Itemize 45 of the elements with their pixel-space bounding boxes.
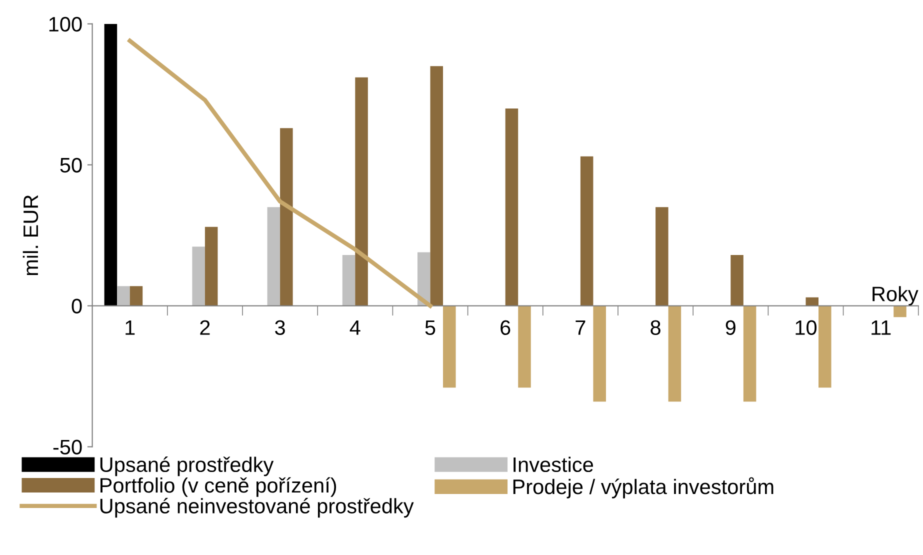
bar xyxy=(518,306,531,388)
y-tick-label: 50 xyxy=(60,158,82,173)
x-tick-label: 4 xyxy=(350,320,360,335)
x-axis-title: Roky xyxy=(872,286,918,306)
y-tick-label: 0 xyxy=(72,298,82,314)
bar xyxy=(818,306,832,388)
bar xyxy=(580,156,594,306)
bar xyxy=(743,306,756,402)
bar xyxy=(192,246,205,306)
bar xyxy=(117,286,130,306)
x-tick-label: 2 xyxy=(200,320,210,335)
bar xyxy=(806,297,819,306)
bar xyxy=(730,255,744,306)
bar xyxy=(280,128,293,306)
bar xyxy=(443,306,456,388)
bar xyxy=(656,207,668,306)
bar xyxy=(267,207,280,306)
bar xyxy=(593,306,606,402)
x-tick-label: 1 xyxy=(126,320,135,335)
x-tick-label: 10 xyxy=(796,320,817,335)
bar xyxy=(894,306,906,318)
x-tick-label: 8 xyxy=(650,320,660,335)
bar xyxy=(668,306,682,402)
x-tick-label: 7 xyxy=(576,320,586,335)
x-tick-label: 11 xyxy=(872,320,891,335)
legend-label: Investice xyxy=(514,456,593,472)
bar xyxy=(342,255,356,306)
legend-label: Portfolio (v ceně pořízení) xyxy=(100,477,336,497)
legend-label: Upsané neinvestované prostředky xyxy=(100,498,414,518)
x-tick-label: 5 xyxy=(425,320,436,335)
y-axis-title: mil. EUR xyxy=(22,195,38,276)
bar xyxy=(104,24,118,306)
bar xyxy=(430,66,444,306)
bar xyxy=(355,77,368,306)
y-tick-label: -50 xyxy=(53,440,82,455)
y-tick-label: 100 xyxy=(49,16,82,32)
x-tick-label: 3 xyxy=(275,320,285,335)
bar xyxy=(505,108,518,306)
line-series xyxy=(128,38,432,308)
legend-label: Prodeje / výplata investorům xyxy=(513,477,774,498)
x-tick-label: 6 xyxy=(500,320,510,335)
legend-label: Upsané prostředky xyxy=(100,456,274,476)
bar xyxy=(204,226,218,306)
x-tick-label: 9 xyxy=(726,320,736,335)
bar xyxy=(130,286,143,306)
